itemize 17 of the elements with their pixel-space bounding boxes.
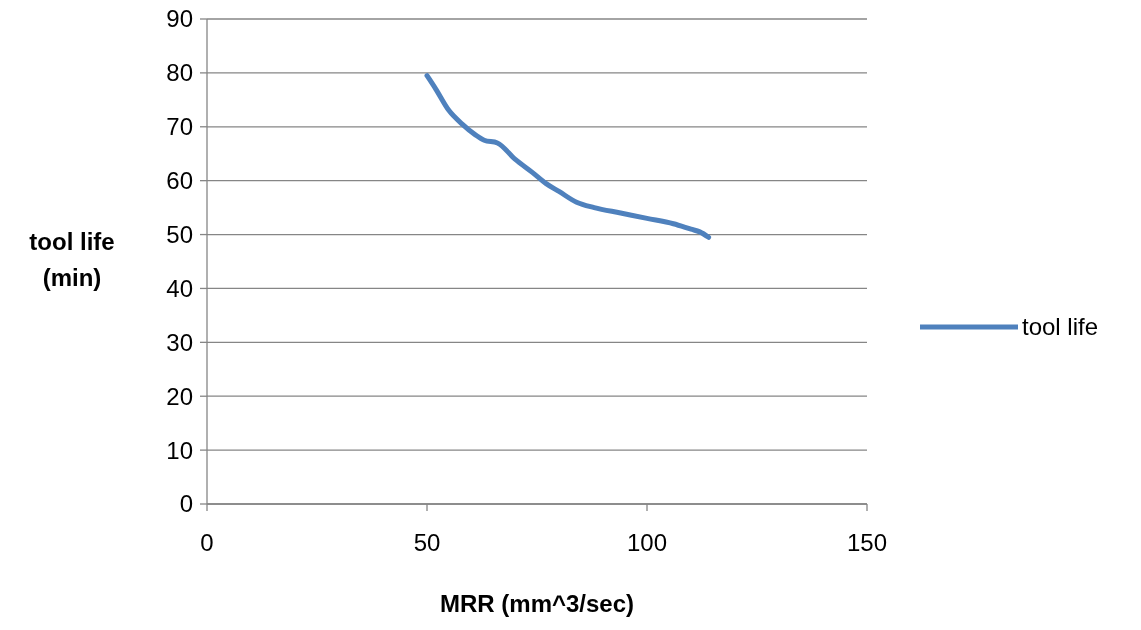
y-tick-label: 60 xyxy=(166,167,193,195)
y-tick-label: 0 xyxy=(179,490,193,518)
x-tick-label: 0 xyxy=(200,529,214,556)
y-tick-label: 80 xyxy=(166,59,193,87)
y-tick-label: 90 xyxy=(166,5,193,33)
x-tick-label: 100 xyxy=(626,529,668,556)
y-tick-label: 10 xyxy=(166,436,193,464)
y-tick-label: 50 xyxy=(166,220,193,248)
x-tick-label: 50 xyxy=(413,529,441,556)
x-tick-label: 150 xyxy=(846,529,888,556)
y-tick-label: 20 xyxy=(166,382,193,410)
x-axis-title: MRR (mm^3/sec) xyxy=(439,590,635,617)
y-tick-label: 40 xyxy=(166,274,193,302)
legend-label: tool life xyxy=(1022,313,1099,341)
y-tick-label: 30 xyxy=(166,328,193,356)
y-tick-label: 70 xyxy=(166,113,193,141)
y-axis-title: tool life (min) xyxy=(29,228,115,291)
